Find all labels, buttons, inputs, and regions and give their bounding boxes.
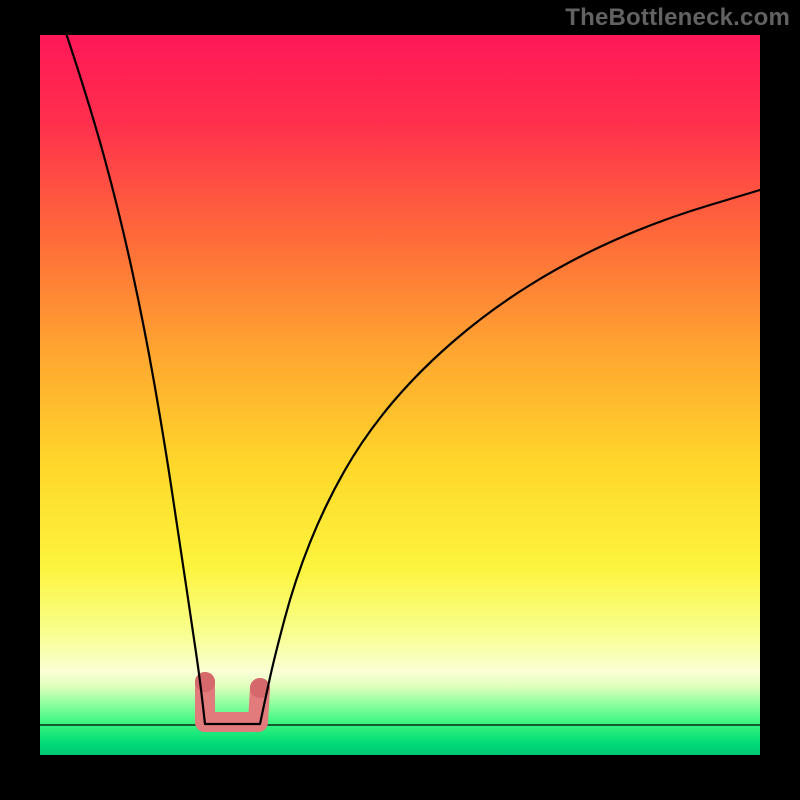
watermark-text: TheBottleneck.com bbox=[565, 4, 790, 32]
chart-stage: TheBottleneck.com bbox=[0, 0, 800, 800]
bottleneck-chart bbox=[0, 0, 800, 800]
